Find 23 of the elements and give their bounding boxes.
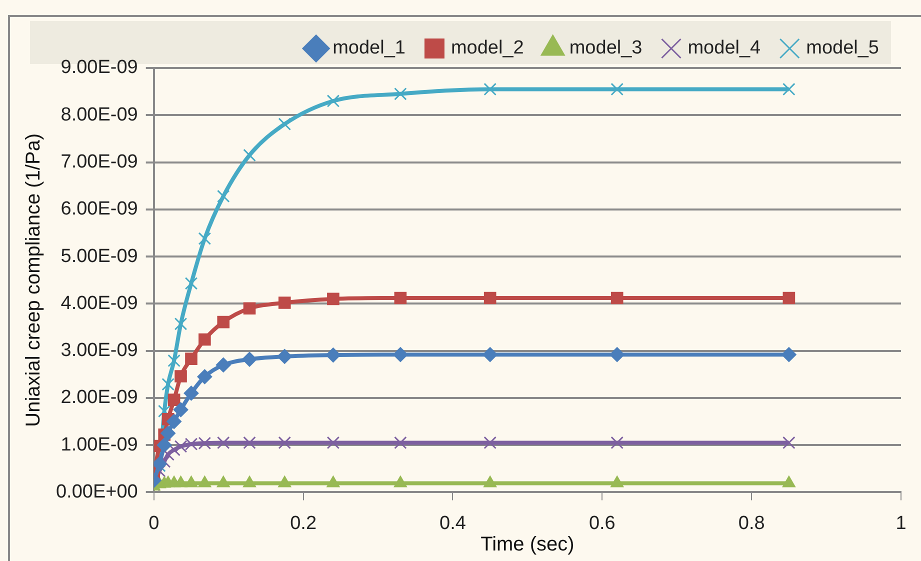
x-axis-title: Time (sec) bbox=[480, 534, 574, 556]
y-tick-label: 3.00E-09 bbox=[60, 340, 138, 362]
x-tick-label: 0.4 bbox=[440, 512, 466, 534]
legend-label: model_5 bbox=[806, 38, 880, 59]
x-tick-label: 1 bbox=[896, 512, 906, 534]
y-tick-label: 9.00E-09 bbox=[60, 57, 138, 78]
y-axis-title: Uniaxial creep compliance (1/Pa) bbox=[22, 133, 45, 427]
x-tick-label: 0.2 bbox=[290, 512, 317, 534]
y-tick-label: 7.00E-09 bbox=[60, 152, 138, 172]
x-tick-label: 0.6 bbox=[588, 512, 616, 534]
y-tick-label: 4.00E-09 bbox=[60, 292, 138, 314]
x-tick-label: 0 bbox=[148, 512, 160, 534]
legend-label: model_2 bbox=[450, 38, 524, 59]
x-tick-label: 0.8 bbox=[738, 512, 765, 534]
y-tick-label: 8.00E-09 bbox=[60, 104, 138, 126]
y-tick-label: 1.00E-09 bbox=[60, 434, 138, 456]
y-tick-label: 5.00E-09 bbox=[60, 246, 138, 267]
y-tick-label: 0.00E+00 bbox=[56, 481, 138, 502]
y-tick-label: 2.00E-09 bbox=[60, 387, 138, 408]
legend-label: model_4 bbox=[688, 38, 762, 59]
legend-label: model_1 bbox=[332, 38, 406, 59]
y-tick-label: 6.00E-09 bbox=[60, 198, 138, 220]
legend-label: model_3 bbox=[569, 38, 642, 59]
